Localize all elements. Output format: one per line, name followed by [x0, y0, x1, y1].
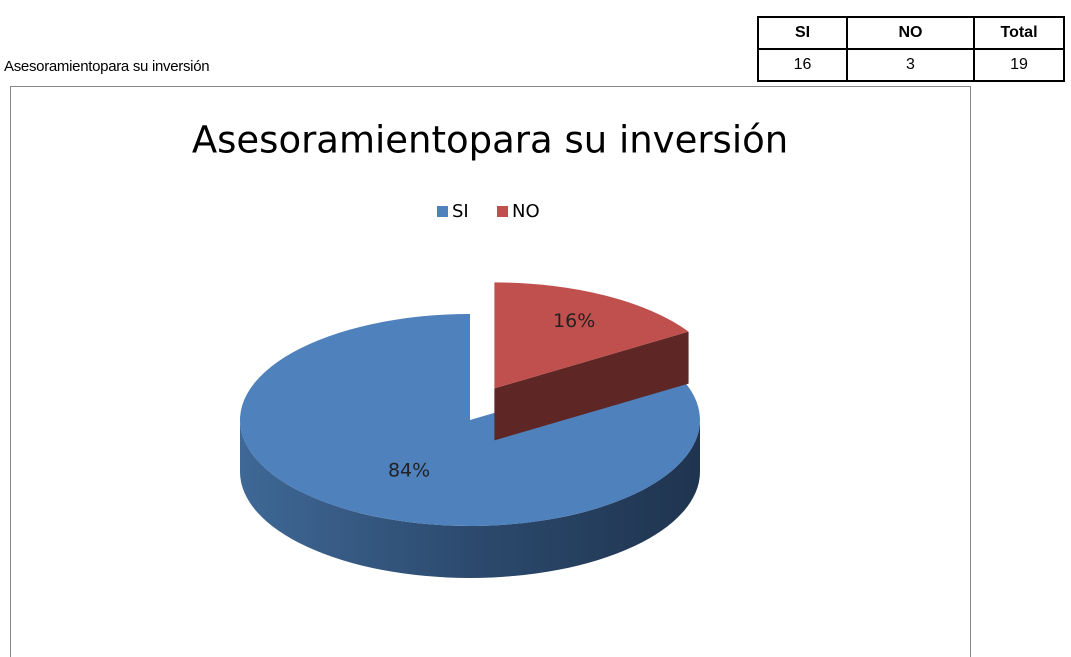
chart-title: Asesoramientopara su inversión	[192, 119, 788, 162]
data-label: 16%	[553, 310, 595, 332]
legend-label: SI	[452, 201, 469, 222]
row-label: Asesoramientopara su inversión	[4, 58, 210, 75]
header-cell: NO	[846, 16, 975, 50]
cell: 16	[757, 48, 848, 82]
legend-label: NO	[512, 201, 540, 222]
cell: 3	[846, 48, 975, 82]
cell: 19	[973, 48, 1065, 82]
legend-swatch	[437, 206, 448, 217]
legend-swatch	[497, 206, 508, 217]
pie-side	[240, 420, 700, 578]
header-cell: SI	[757, 16, 848, 50]
summary-table: SI NO Total 16 3 19	[757, 16, 1065, 82]
pie-face	[494, 331, 689, 441]
pie-slice	[240, 314, 700, 526]
pie-slice	[494, 282, 689, 389]
data-label: 84%	[388, 460, 430, 482]
header-cell: Total	[973, 16, 1065, 50]
